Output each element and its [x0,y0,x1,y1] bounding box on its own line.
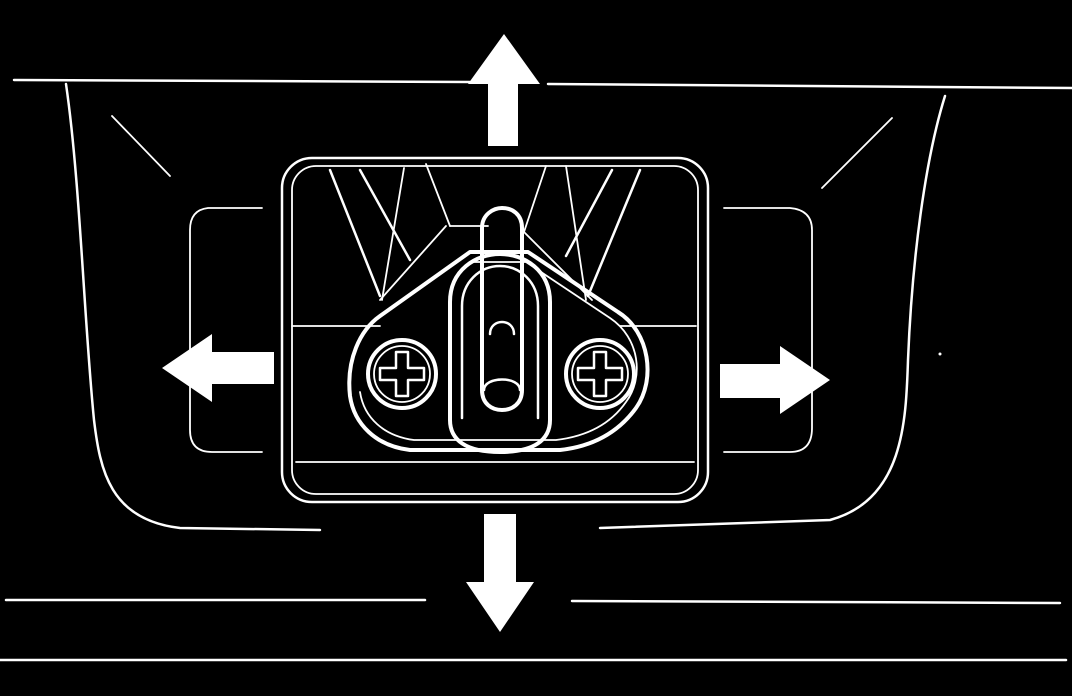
arrow-up-icon [468,34,540,146]
arrow-left-icon [162,334,274,402]
body-panel-lines [0,78,1072,662]
speck [938,352,942,356]
striker-base-plate [280,156,710,504]
recess-outline [64,82,947,532]
adjustment-arrows [162,34,830,632]
mounting-plate [347,250,650,452]
phillips-screw-right [564,338,636,410]
upper-bracket-lines [328,163,642,301]
arrow-right-icon [720,346,830,414]
side-brackets [189,207,813,453]
striker-loop [448,206,552,454]
arrow-down-icon [466,514,534,632]
phillips-screw-left [366,338,438,410]
